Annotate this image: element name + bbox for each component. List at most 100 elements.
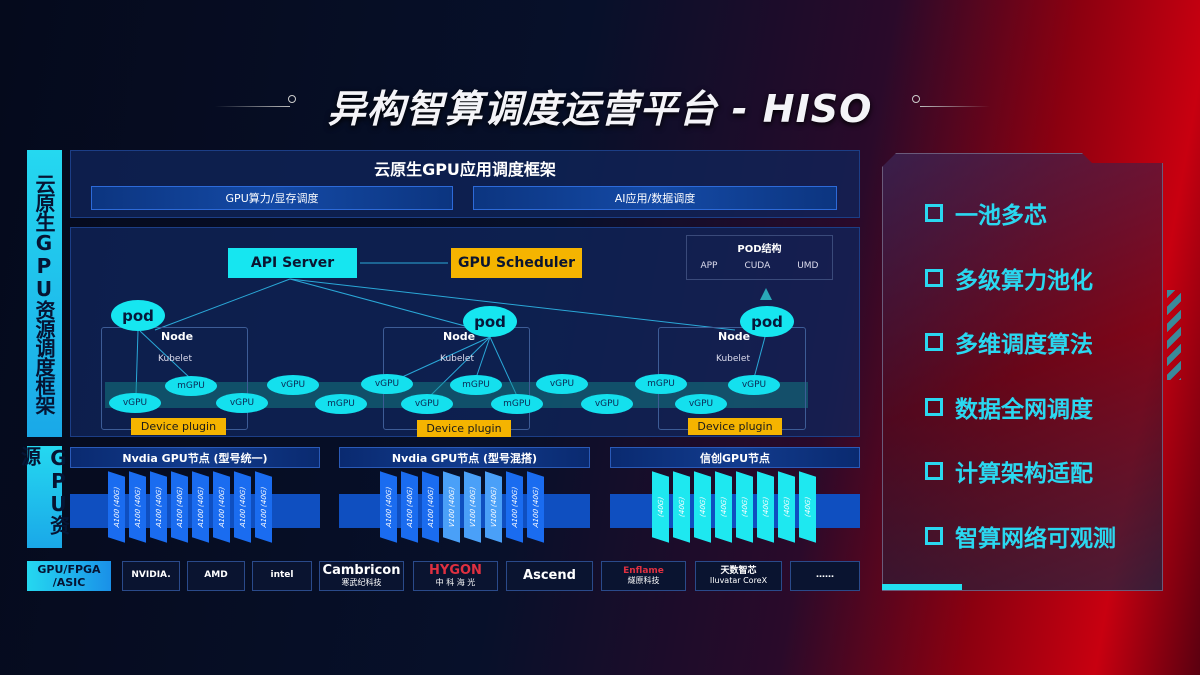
gpu-chip: A100 (40G) <box>213 471 230 543</box>
gpu-group-header-2: Nvdia GPU节点 (型号混搭) <box>339 447 590 468</box>
feature-item: 数据全网调度 <box>925 390 1093 424</box>
vendor-name: NVIDIA. <box>131 570 171 581</box>
gpu-chip: (40G) <box>736 471 753 543</box>
resources-label: GPU资源 <box>18 446 71 548</box>
link-pod3-vgpu <box>753 336 766 379</box>
gpu-unit: mGPU <box>635 374 687 394</box>
link-pod1-mgpu <box>139 330 191 379</box>
gpu-chip: (40G) <box>799 471 816 543</box>
vendor-name: AMD <box>204 570 228 581</box>
chip-label: A100 (40G) <box>112 485 121 529</box>
chip-label: (40G) <box>782 495 791 519</box>
chip-label: A100 (40G) <box>405 485 414 529</box>
chip-label: A100 (40G) <box>426 485 435 529</box>
chip-label: (40G) <box>740 495 749 519</box>
link-api-node3 <box>289 278 736 331</box>
chip-label: (40G) <box>761 495 770 519</box>
node-label-2: Node <box>443 330 476 343</box>
vendor-name: Cambricon <box>322 563 401 579</box>
chip-label: A100 (40G) <box>175 485 184 529</box>
checkbox-icon <box>925 268 943 287</box>
checkbox-icon <box>925 204 943 222</box>
vendor-logo: Enflame 燧原科技 <box>601 561 686 591</box>
pod-2: pod <box>463 306 517 337</box>
vendor-name: 天数智芯 <box>720 565 757 576</box>
vendor-logo: AMD <box>187 561 245 591</box>
vendor-logo: Cambricon 寒武纪科技 <box>319 561 404 591</box>
chip-label: A100 (40G) <box>531 485 540 529</box>
chip-label: A100 (40G) <box>510 485 519 529</box>
checkbox-icon <box>925 333 943 351</box>
gpu-unit: vGPU <box>675 394 727 414</box>
gpu-chip: A100 (40G) <box>234 471 251 543</box>
link-pod2-a <box>399 336 491 379</box>
feature-label: 多级算力池化 <box>955 267 1093 294</box>
chip-label: A100 (40G) <box>154 485 163 529</box>
gpu-chip: A100 (40G) <box>506 471 523 543</box>
link-pod1-vgpu <box>135 330 139 396</box>
feature-label: 数据全网调度 <box>955 396 1093 423</box>
pod-structure-box: POD结构 APP CUDA UMD <box>686 235 833 280</box>
pod-umd: UMD <box>797 261 819 271</box>
api-server-box: API Server <box>228 248 357 278</box>
gpu-chip: A100 (40G) <box>255 471 272 543</box>
gpu-platform-3 <box>610 494 860 528</box>
gpu-chip: (40G) <box>694 471 711 543</box>
gpu-chip: A100 (40G) <box>401 471 418 543</box>
gpu-unit: vGPU <box>401 394 453 414</box>
kubelet-label-3: Kubelet <box>716 354 750 364</box>
gpu-chip: V100 (40G) <box>485 471 502 543</box>
chip-label: A100 (40G) <box>238 485 247 529</box>
gpu-chip: (40G) <box>673 471 690 543</box>
vendor-logo: NVIDIA. <box>122 561 180 591</box>
vendor-name: Enflame <box>623 565 664 576</box>
gpu-chip: A100 (40G) <box>150 471 167 543</box>
kubelet-label-1: Kubelet <box>158 354 192 364</box>
link-api-node2 <box>289 278 481 331</box>
gpu-unit: mGPU <box>450 375 502 395</box>
vendor-name: intel <box>270 570 294 581</box>
gpu-unit: vGPU <box>728 375 780 395</box>
pod-structure-title: POD结构 <box>737 244 782 255</box>
link-pod2-c <box>475 336 491 379</box>
gpu-chip: (40G) <box>652 471 669 543</box>
vendor-logo: Ascend <box>506 561 593 591</box>
gpu-chip: (40G) <box>757 471 774 543</box>
vendor-name: …… <box>816 570 834 581</box>
feature-item: 一池多芯 <box>925 196 1047 230</box>
pod-3: pod <box>740 306 794 337</box>
gpu-compute-scheduling: GPU算力/显存调度 <box>91 186 453 210</box>
vendor-logo: …… <box>790 561 860 591</box>
pod-structure-arrow <box>760 288 772 300</box>
gpu-chip: A100 (40G) <box>171 471 188 543</box>
chip-label: (40G) <box>803 495 812 519</box>
gpu-unit: vGPU <box>109 393 161 413</box>
feature-label: 计算架构适配 <box>955 461 1093 487</box>
link-pod2-b <box>429 336 491 397</box>
checkbox-icon <box>925 462 943 480</box>
gpu-chip: A100 (40G) <box>129 471 146 543</box>
feature-item: 计算架构适配 <box>925 454 1093 488</box>
gpu-chip: (40G) <box>778 471 795 543</box>
page-title: 异构智算调度运营平台 - HISO <box>327 87 873 131</box>
hardware-label: GPU/FPGA /ASIC <box>27 561 111 591</box>
panel-stripes <box>1167 290 1181 380</box>
node-label-3: Node <box>718 330 751 343</box>
vendor-sub: 燧原科技 <box>627 575 660 585</box>
vendor-logo: intel <box>252 561 312 591</box>
gpu-chip: A100 (40G) <box>422 471 439 543</box>
link-api-node1 <box>154 278 291 331</box>
app-framework-title: 云原生GPU应用调度框架 <box>374 160 556 179</box>
pod-cuda: CUDA <box>744 261 771 271</box>
chip-label: (40G) <box>698 495 707 519</box>
feature-label: 一池多芯 <box>955 203 1047 229</box>
pod-1: pod <box>111 300 165 331</box>
chip-label: A100 (40G) <box>384 485 393 529</box>
gpu-unit: vGPU <box>361 374 413 394</box>
chip-label: V100 (40G) <box>468 485 477 529</box>
gpu-chip: V100 (40G) <box>464 471 481 543</box>
gpu-unit: vGPU <box>216 393 268 413</box>
device-plugin-3: Device plugin <box>688 418 782 435</box>
gpu-chip: A100 (40G) <box>108 471 125 543</box>
gpu-scheduler-box: GPU Scheduler <box>451 248 582 278</box>
